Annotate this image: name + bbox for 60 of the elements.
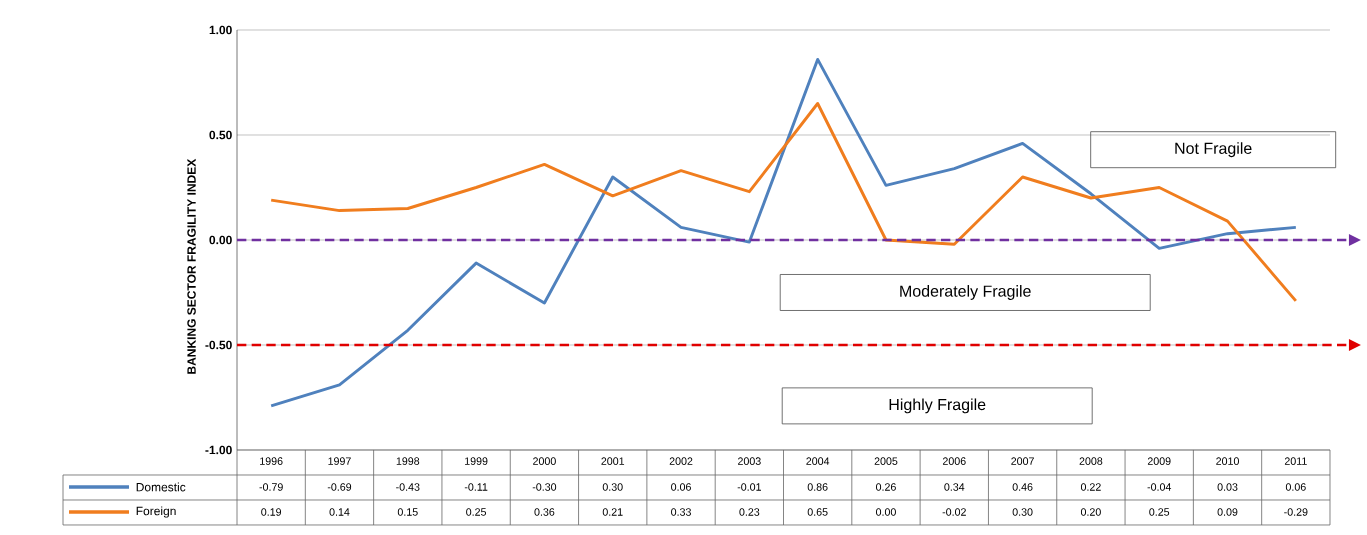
x-tick-label: 1997 bbox=[328, 457, 351, 465]
annotation: Moderately Fragile bbox=[900, 285, 1031, 300]
data-label: -0.02 bbox=[942, 508, 966, 516]
data-label: 0.23 bbox=[739, 508, 760, 516]
x-tick-label: 2011 bbox=[1284, 457, 1307, 465]
legend-label: Domestic bbox=[136, 482, 186, 492]
data-label: 0.06 bbox=[1285, 483, 1306, 491]
x-tick-label: 1999 bbox=[465, 457, 488, 465]
x-tick-label: 2009 bbox=[1147, 457, 1171, 465]
x-tick-label: 2001 bbox=[601, 457, 625, 465]
x-tick-label: 2002 bbox=[669, 457, 693, 465]
annotation: Not Fragile bbox=[1175, 142, 1252, 158]
x-tick-label: 2006 bbox=[942, 457, 966, 465]
x-tick-label: 1998 bbox=[396, 457, 420, 465]
x-tick-label: 2007 bbox=[1011, 457, 1034, 465]
data-label: 0.15 bbox=[397, 508, 418, 516]
y-tick-label: 0.00 bbox=[209, 235, 232, 245]
data-label: -0.43 bbox=[396, 483, 420, 491]
data-label: 0.14 bbox=[329, 508, 350, 516]
data-label: 0.86 bbox=[807, 483, 828, 491]
x-tick-label: 2010 bbox=[1216, 457, 1239, 465]
y-tick-label: 0.50 bbox=[209, 130, 232, 140]
data-label: -0.04 bbox=[1147, 483, 1172, 491]
data-label: 0.33 bbox=[671, 508, 691, 516]
data-label: -0.11 bbox=[464, 483, 488, 491]
data-label: 0.21 bbox=[602, 508, 623, 516]
data-label: 0.00 bbox=[876, 508, 896, 516]
data-label: 0.20 bbox=[1080, 508, 1101, 516]
data-label: -0.30 bbox=[532, 483, 557, 491]
x-tick-label: 2004 bbox=[806, 457, 830, 465]
data-label: -0.69 bbox=[327, 483, 352, 491]
y-axis-title: BANKING SECTOR FRAGILITY INDEX bbox=[187, 158, 196, 374]
data-label: -0.29 bbox=[1284, 508, 1308, 516]
data-label: 0.25 bbox=[466, 508, 487, 516]
data-label: 0.46 bbox=[1012, 483, 1033, 491]
legend-label: Foreign bbox=[136, 506, 176, 518]
x-tick-label: 2000 bbox=[533, 457, 556, 465]
data-label: -0.01 bbox=[737, 483, 761, 491]
data-label: 0.03 bbox=[1217, 483, 1238, 491]
annotation: Highly Fragile bbox=[889, 398, 986, 414]
data-label: 0.19 bbox=[261, 508, 282, 516]
data-label: 0.22 bbox=[1080, 483, 1101, 491]
line-series bbox=[269, 102, 1298, 303]
data-label: -0.79 bbox=[259, 483, 283, 491]
y-tick-label: -0.50 bbox=[205, 340, 232, 350]
x-tick-label: 2003 bbox=[738, 457, 761, 465]
x-tick-label: 2005 bbox=[874, 457, 898, 465]
x-tick-label: 2008 bbox=[1079, 457, 1103, 465]
data-label: 0.30 bbox=[602, 483, 623, 491]
data-label: 0.34 bbox=[944, 483, 965, 491]
data-label: 0.26 bbox=[876, 483, 896, 491]
y-tick-label: 1.00 bbox=[209, 25, 232, 35]
data-label: 0.06 bbox=[671, 483, 691, 491]
data-label: 0.25 bbox=[1149, 508, 1170, 516]
data-label: 0.65 bbox=[807, 508, 828, 516]
x-tick-label: 1996 bbox=[260, 457, 283, 465]
data-label: 0.36 bbox=[534, 508, 555, 516]
data-label: 0.30 bbox=[1012, 508, 1033, 516]
y-tick-label: -1.00 bbox=[205, 445, 232, 455]
data-label: 0.09 bbox=[1217, 508, 1238, 516]
